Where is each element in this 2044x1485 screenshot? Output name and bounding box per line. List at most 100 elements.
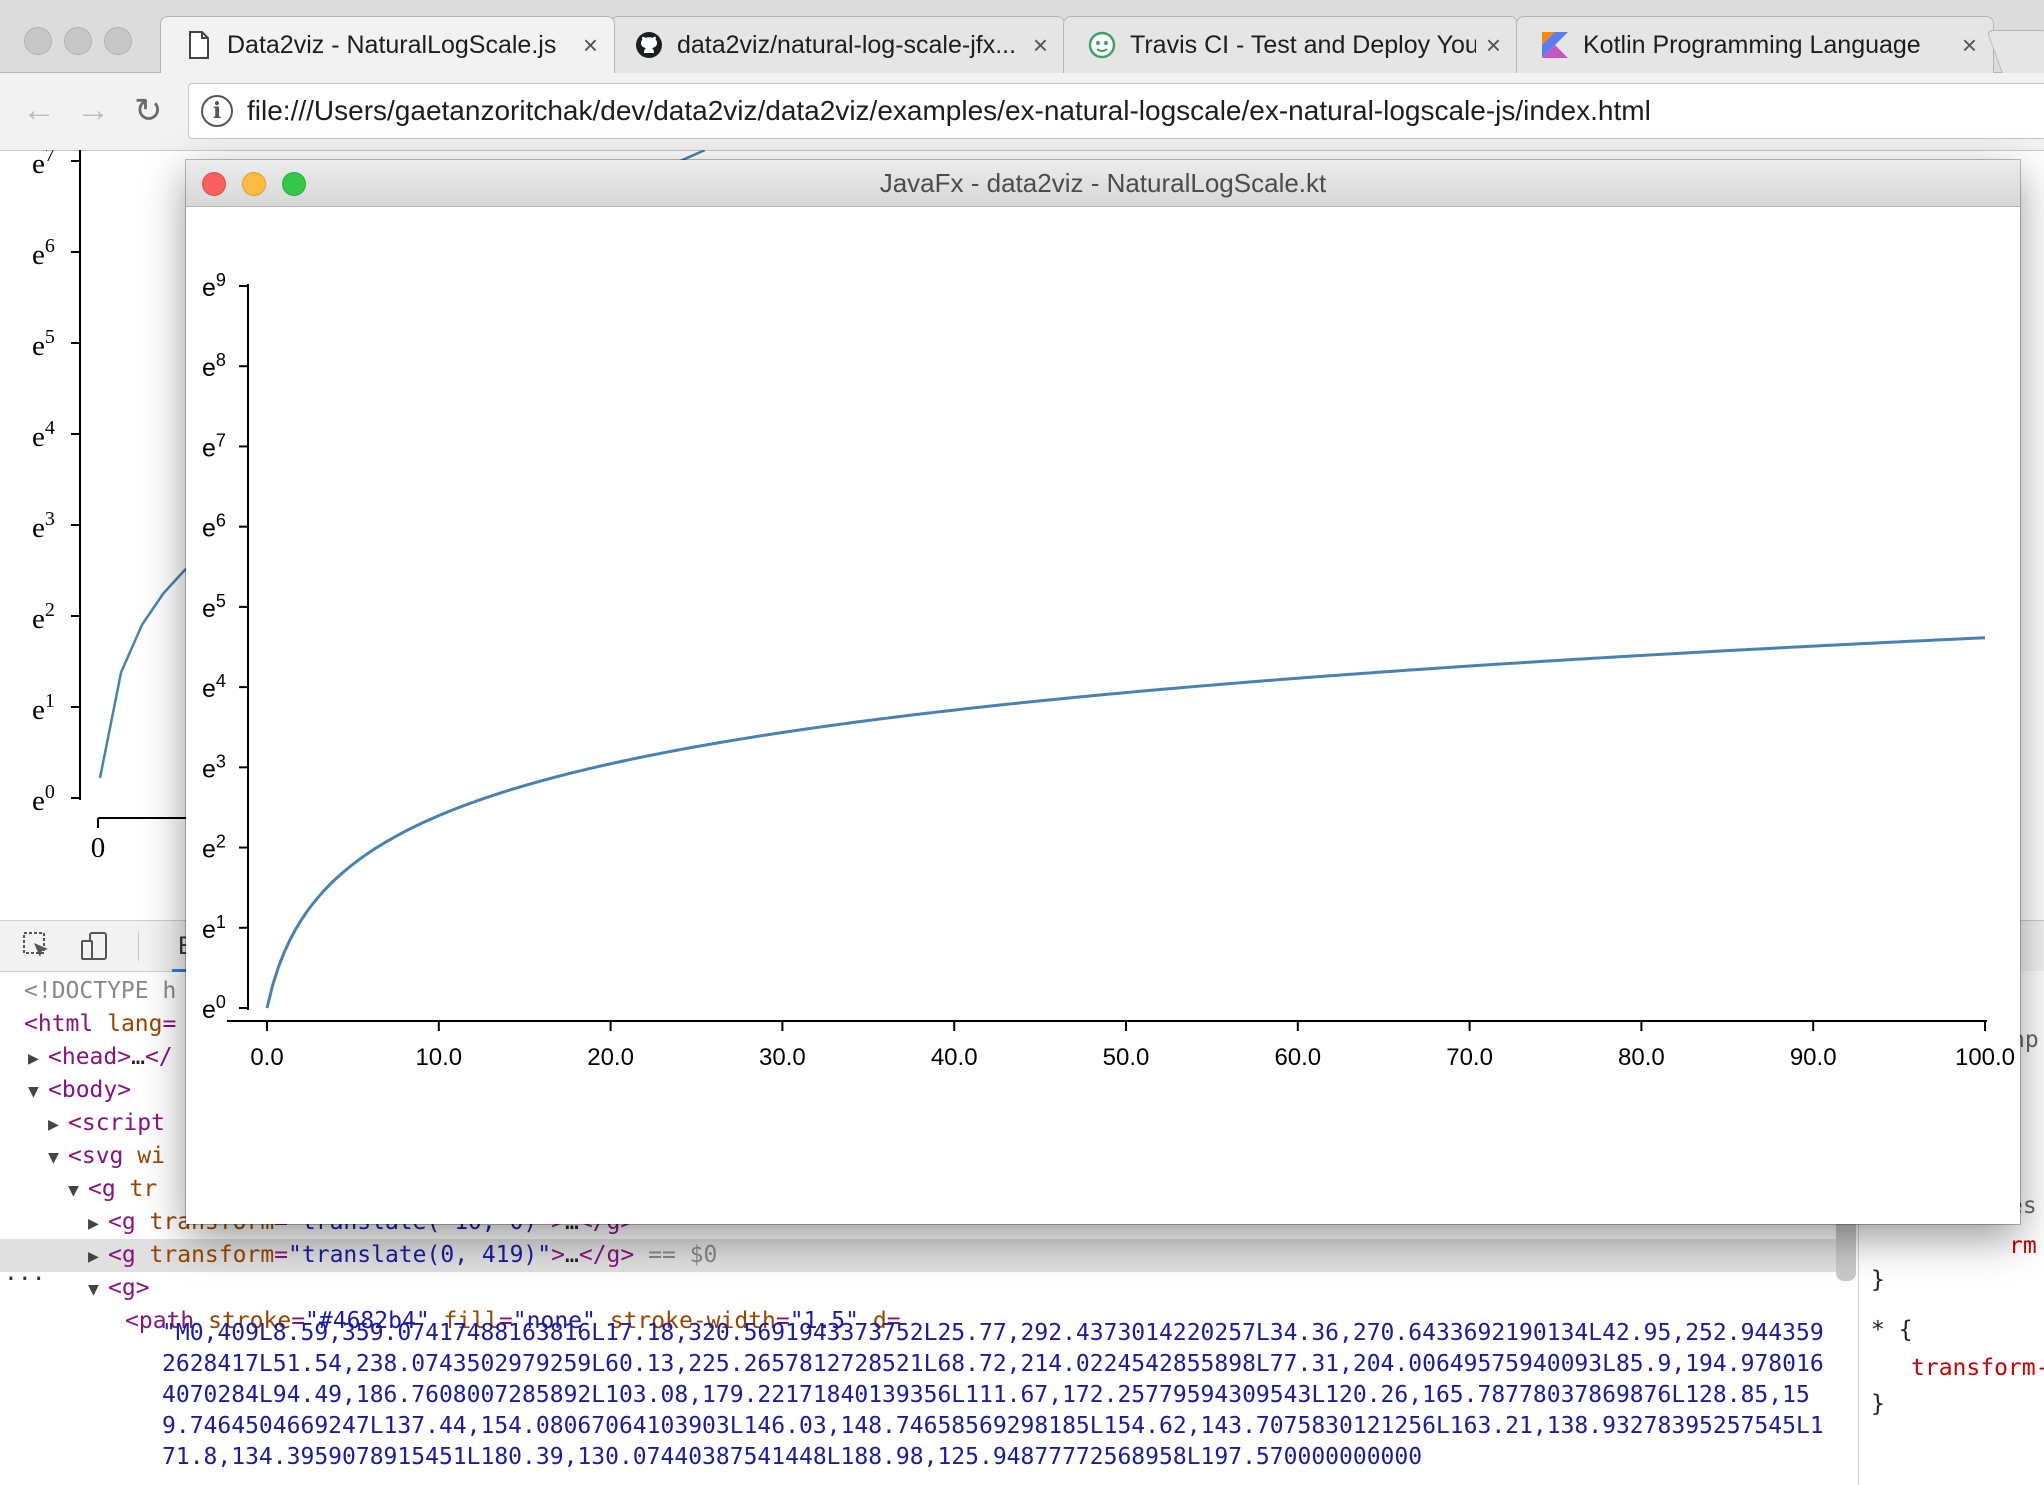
dom-node-line[interactable]: ▶<script: [0, 1107, 165, 1140]
y-tick-exponent: 8: [216, 350, 226, 370]
travis-icon: [1088, 31, 1116, 59]
page-y-tick-label: e0: [32, 781, 55, 817]
page-y-tick-exponent: 3: [45, 508, 55, 530]
dom-node-line[interactable]: ▶<g transform="translate(0, 419)">…</g> …: [0, 1239, 1836, 1272]
x-tick-label: 30.0: [759, 1044, 806, 1071]
address-bar[interactable]: i file:///Users/gaetanzoritchak/dev/data…: [188, 83, 2044, 139]
dom-node-line[interactable]: ▼<svg wi: [0, 1140, 165, 1173]
x-tick-label: 40.0: [931, 1044, 978, 1071]
window-minimize-light[interactable]: [64, 27, 92, 55]
page-y-tick-label: e5: [32, 326, 55, 362]
collapse-triangle-icon[interactable]: ▼: [68, 1174, 88, 1207]
new-tab-button[interactable]: [1986, 30, 2044, 73]
dom-token: <!DOCTYPE h: [24, 978, 176, 1004]
dom-node-line[interactable]: ▼<g tr: [0, 1173, 157, 1206]
dom-token: </g>: [579, 1242, 634, 1268]
dom-token: =: [162, 1011, 176, 1037]
javafx-window-title: JavaFx - data2viz - NaturalLogScale.kt: [186, 160, 2020, 206]
kotlin-icon: [1541, 31, 1569, 59]
selected-ellipsis[interactable]: ...: [4, 1260, 46, 1286]
expand-triangle-icon[interactable]: ▶: [28, 1042, 48, 1075]
x-tick-label: 0.0: [250, 1044, 283, 1071]
expand-triangle-icon[interactable]: ▶: [88, 1207, 108, 1240]
x-tick-label: 70.0: [1446, 1044, 1493, 1071]
reload-icon[interactable]: ↻: [134, 91, 163, 131]
y-tick-exponent: 7: [216, 430, 226, 450]
rule-property: transform-: [1911, 1355, 2044, 1381]
y-tick-exponent: 0: [216, 992, 226, 1012]
url-text: file:///Users/gaetanzoritchak/dev/data2v…: [247, 95, 1651, 127]
tab-close-icon[interactable]: ×: [1962, 30, 1977, 61]
browser-chrome: Data2viz - NaturalLogScale.js × data2viz…: [0, 0, 2044, 150]
y-tick-exponent: 3: [216, 751, 226, 771]
x-tick-label: 60.0: [1274, 1044, 1321, 1071]
dom-token: >: [551, 1242, 565, 1268]
dom-token: == $0: [634, 1242, 717, 1268]
y-tick-label: e6: [202, 511, 226, 543]
expand-triangle-icon[interactable]: ▶: [88, 1240, 108, 1273]
dom-token: transform: [150, 1242, 275, 1268]
tab-data2viz-js[interactable]: Data2viz - NaturalLogScale.js ×: [160, 16, 615, 73]
back-arrow-icon[interactable]: ←: [22, 91, 56, 130]
tab-title: Travis CI - Test and Deploy You: [1130, 31, 1476, 60]
y-tick-label: e0: [202, 992, 226, 1024]
tab-close-icon[interactable]: ×: [1033, 30, 1048, 61]
tab-title: data2viz/natural-log-scale-jfx...: [677, 31, 1023, 60]
collapse-triangle-icon[interactable]: ▼: [28, 1075, 48, 1108]
dom-node-line[interactable]: <html lang=: [0, 1008, 176, 1041]
document-icon: [185, 31, 213, 59]
javafx-titlebar: JavaFx - data2viz - NaturalLogScale.kt: [186, 160, 2020, 207]
page-x-axis: 0: [91, 818, 186, 864]
dom-token: "translate(0, 419)": [288, 1242, 551, 1268]
dom-token: tr: [130, 1176, 158, 1202]
dom-node-line[interactable]: ▶<head>…</: [0, 1041, 173, 1074]
dom-token: wi: [137, 1143, 165, 1169]
page-y-tick-exponent: 1: [45, 690, 55, 712]
rule-selector: * {: [1871, 1317, 1913, 1343]
dom-node-line[interactable]: <!DOCTYPE h: [0, 975, 176, 1008]
page-y-tick-exponent: 7: [45, 150, 55, 166]
info-icon[interactable]: i: [201, 95, 233, 127]
expand-triangle-icon[interactable]: ▶: [48, 1108, 68, 1141]
page-y-tick-exponent: 0: [45, 781, 55, 803]
tab-kotlin[interactable]: Kotlin Programming Language ×: [1516, 16, 1994, 73]
tab-travis[interactable]: Travis CI - Test and Deploy You ×: [1063, 16, 1518, 73]
y-tick-label: e1: [202, 912, 226, 944]
page-y-tick-exponent: 5: [45, 326, 55, 348]
y-tick-label: e2: [202, 832, 226, 864]
dom-token: =: [274, 1242, 288, 1268]
x-tick-label: 20.0: [587, 1044, 634, 1071]
navigation-bar: ← → ↻ i file:///Users/gaetanzoritchak/de…: [0, 73, 2044, 151]
page-x-tick-label: 0: [91, 832, 106, 864]
dom-token: <script: [68, 1110, 165, 1136]
tab-close-icon[interactable]: ×: [1486, 30, 1501, 61]
forward-arrow-icon[interactable]: →: [76, 91, 110, 130]
inspect-element-icon[interactable]: [22, 931, 52, 961]
x-tick-label: 90.0: [1790, 1044, 1837, 1071]
collapse-triangle-icon[interactable]: ▼: [88, 1273, 108, 1306]
toolbar-divider: [138, 931, 139, 961]
tab-github[interactable]: data2viz/natural-log-scale-jfx... ×: [610, 16, 1065, 73]
device-toolbar-icon[interactable]: [80, 931, 110, 961]
page-y-tick-exponent: 6: [45, 235, 55, 257]
y-tick-label: e7: [202, 430, 226, 462]
y-tick-exponent: 2: [216, 832, 226, 852]
collapse-triangle-icon[interactable]: ▼: [48, 1141, 68, 1174]
page-y-tick-label: e4: [32, 417, 55, 453]
dom-token: <g: [108, 1209, 150, 1235]
javafx-window: JavaFx - data2viz - NaturalLogScale.kt e…: [186, 160, 2020, 1224]
y-tick-label: e5: [202, 591, 226, 623]
dom-token: </: [145, 1044, 173, 1070]
y-tick-label: e4: [202, 671, 226, 703]
tab-close-icon[interactable]: ×: [583, 30, 598, 61]
window-zoom-light[interactable]: [104, 27, 132, 55]
x-tick-label: 10.0: [415, 1044, 462, 1071]
dom-token: …: [565, 1242, 579, 1268]
window-close-light[interactable]: [24, 27, 52, 55]
rule-close-brace: }: [1871, 1267, 1885, 1293]
y-tick-exponent: 1: [216, 912, 226, 932]
dom-token: <g: [88, 1176, 130, 1202]
dom-node-line[interactable]: ▼<body>: [0, 1074, 131, 1107]
series-line: [267, 638, 1985, 1008]
